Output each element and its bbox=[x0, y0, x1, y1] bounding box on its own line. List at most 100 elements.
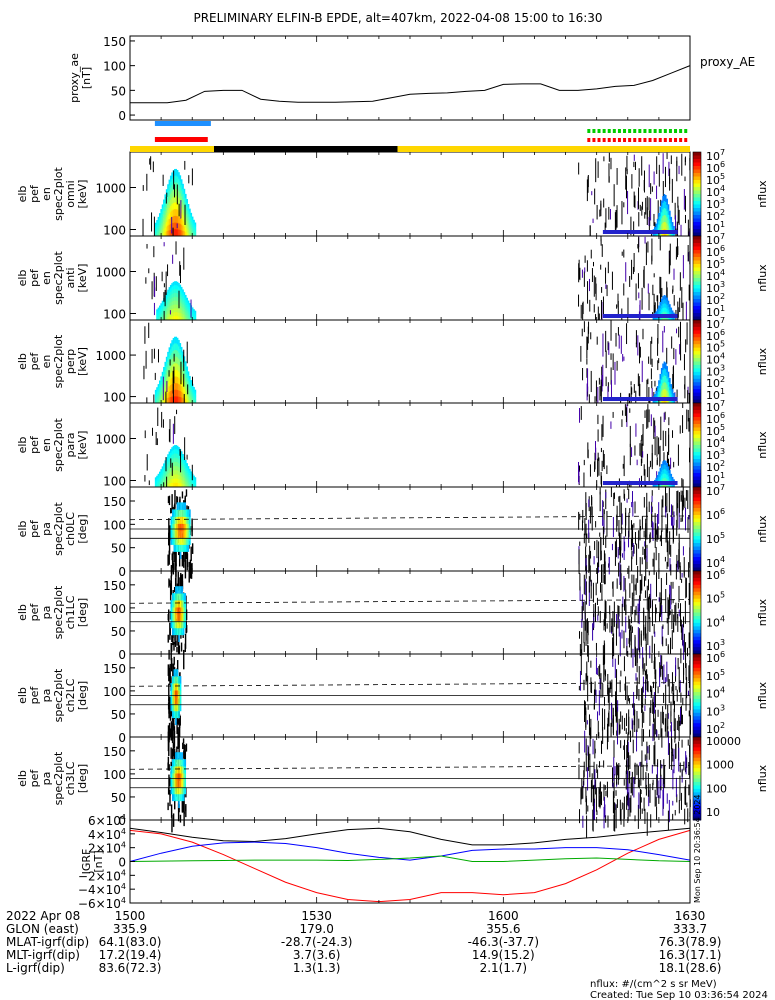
colorbar-tick-label: 104 bbox=[706, 435, 725, 450]
heat-cell bbox=[193, 311, 195, 313]
colorbar-cell bbox=[693, 595, 701, 600]
noise-mark bbox=[163, 482, 165, 487]
noise-mark bbox=[687, 647, 689, 657]
noise-mark bbox=[616, 304, 618, 309]
heat-cell bbox=[169, 305, 172, 310]
heat-cell bbox=[666, 198, 668, 206]
noise-mark bbox=[628, 530, 630, 548]
noise-mark bbox=[597, 386, 599, 403]
heat-cell bbox=[156, 309, 158, 311]
heat-cell bbox=[663, 299, 666, 304]
colorbar-tick-label: 106 bbox=[706, 567, 725, 582]
heat-cell bbox=[174, 222, 176, 230]
heat-cell bbox=[164, 206, 167, 212]
noise-mark bbox=[587, 175, 589, 188]
y-axis-label: pef bbox=[28, 603, 41, 622]
heat-cell bbox=[176, 606, 179, 615]
noise-mark bbox=[170, 580, 173, 595]
heat-cell bbox=[186, 308, 188, 312]
heat-cell bbox=[193, 479, 195, 481]
heat-cell bbox=[175, 168, 178, 177]
heat-cell bbox=[170, 523, 173, 531]
noise-mark bbox=[142, 185, 144, 191]
heat-cell bbox=[187, 478, 190, 482]
noise-mark bbox=[172, 227, 174, 236]
noise-mark bbox=[584, 700, 586, 722]
noise-mark bbox=[654, 513, 656, 537]
heat-cell bbox=[176, 793, 179, 802]
noise-mark bbox=[610, 380, 612, 399]
heat-cell bbox=[167, 298, 169, 303]
noise-mark bbox=[587, 751, 589, 771]
heat-cell bbox=[194, 390, 197, 393]
heat-cell bbox=[169, 291, 172, 296]
heat-cell bbox=[189, 479, 191, 483]
noise-mark bbox=[604, 553, 606, 568]
noise-mark bbox=[657, 200, 659, 221]
noise-mark bbox=[172, 663, 174, 684]
pitch-angle-ch2LC-colorbar-label: nflux bbox=[756, 681, 769, 709]
heat-cell bbox=[178, 696, 180, 705]
heat-cell bbox=[660, 379, 663, 386]
colorbar-cell bbox=[693, 550, 701, 554]
heat-cell bbox=[168, 190, 171, 198]
heat-cell bbox=[181, 752, 183, 760]
heat-cell bbox=[179, 385, 182, 392]
heat-cell bbox=[186, 297, 188, 301]
noise-mark bbox=[647, 579, 649, 591]
heat-cell bbox=[658, 224, 660, 229]
noise-mark bbox=[650, 414, 652, 427]
heat-cell bbox=[183, 306, 186, 310]
noise-mark bbox=[621, 629, 623, 639]
noise-mark bbox=[627, 190, 629, 215]
noise-mark bbox=[162, 419, 164, 428]
heat-cell bbox=[164, 481, 167, 485]
heat-cell bbox=[158, 222, 161, 226]
heat-cell bbox=[169, 479, 172, 484]
heat-cell bbox=[157, 389, 160, 393]
noise-mark bbox=[668, 799, 670, 823]
y-axis-label: pa bbox=[40, 772, 53, 786]
heat-cell bbox=[186, 213, 188, 219]
noise-mark bbox=[181, 580, 184, 592]
noise-mark bbox=[580, 304, 582, 319]
colorbar-cell bbox=[693, 476, 701, 481]
heat-cell bbox=[670, 317, 673, 321]
heat-cell bbox=[157, 230, 160, 233]
noise-mark bbox=[595, 779, 597, 795]
heat-cell bbox=[662, 461, 664, 467]
heat-cell bbox=[186, 210, 188, 215]
heat-cell bbox=[169, 229, 172, 237]
noise-mark bbox=[169, 696, 171, 707]
heat-cell bbox=[167, 382, 169, 389]
heat-cell bbox=[180, 391, 183, 398]
colorbar-cell bbox=[693, 285, 701, 289]
colorbar-cell bbox=[693, 733, 701, 738]
noise-mark bbox=[676, 328, 678, 334]
noise-mark bbox=[648, 292, 650, 311]
heat-cell bbox=[666, 217, 668, 225]
noise-mark bbox=[181, 795, 184, 813]
heat-cell bbox=[659, 221, 662, 227]
noise-mark bbox=[655, 796, 657, 807]
heat-cell bbox=[172, 478, 175, 484]
noise-mark bbox=[169, 359, 171, 366]
heat-cell bbox=[158, 473, 161, 476]
heat-cell bbox=[182, 387, 184, 394]
colorbar-tick-label: 104 bbox=[706, 184, 725, 199]
y-tick-label: −6×104 bbox=[78, 896, 126, 911]
heat-cell bbox=[175, 445, 178, 450]
y-tick-label: 50 bbox=[111, 84, 126, 98]
heat-cell bbox=[176, 458, 179, 463]
heat-cell bbox=[180, 454, 183, 459]
noise-mark bbox=[639, 300, 641, 315]
heat-cell bbox=[663, 375, 666, 383]
heat-cell bbox=[194, 229, 197, 232]
noise-mark bbox=[639, 383, 641, 397]
green-marker-dot bbox=[674, 129, 678, 133]
heat-cell bbox=[168, 290, 171, 295]
heat-cell bbox=[191, 484, 194, 487]
heat-cell bbox=[187, 223, 190, 227]
noise-mark bbox=[606, 623, 608, 629]
heat-cell bbox=[170, 772, 173, 781]
